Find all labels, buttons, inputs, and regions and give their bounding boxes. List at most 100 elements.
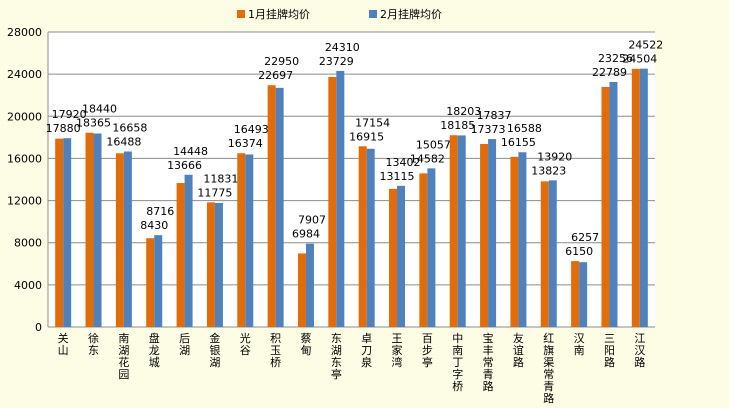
bar [449,135,458,327]
data-label: 18203 [446,105,481,118]
x-tick-label: 卓刀泉 [361,332,372,369]
x-tick-label: 红旗渠常青路 [543,332,554,404]
data-label: 16588 [507,122,542,135]
bar [457,135,466,327]
legend-swatch [369,10,377,18]
data-label: 17373 [471,123,506,136]
data-label: 13666 [167,159,202,172]
bar [237,153,246,327]
x-tick-label: 友谊路 [513,331,524,369]
data-label: 16155 [501,136,536,149]
data-label: 18440 [82,103,117,116]
data-label: 23256 [598,52,633,65]
y-tick-label: 24000 [7,68,42,81]
bar [206,202,215,327]
bar [214,202,223,327]
bar [518,152,527,327]
data-label: 13115 [380,170,415,183]
bar [305,243,314,327]
bar [123,151,132,327]
legend-label: 1月挂牌均价 [248,7,310,21]
bar [579,262,588,327]
y-tick-label: 20000 [7,110,42,123]
data-label: 11831 [203,172,238,185]
y-tick-label: 12000 [7,195,42,208]
plot-area [48,32,655,327]
x-tick-label: 王家湾 [392,332,403,369]
x-tick-label: 蔡甸 [300,332,311,357]
data-label: 17920 [52,108,87,121]
data-label: 13823 [531,164,566,177]
bar [328,76,337,327]
bar [488,139,497,327]
data-label: 22950 [264,55,299,68]
legend-swatch [237,10,245,18]
data-label: 23729 [319,55,354,68]
data-label: 8716 [146,205,174,218]
bar [63,138,72,327]
bar [146,238,155,327]
y-tick-label: 4000 [14,279,42,292]
bar [245,154,254,327]
data-label: 8430 [140,219,168,232]
bar [93,133,102,327]
data-label: 16493 [234,123,269,136]
data-label: 16374 [228,137,263,150]
x-tick-label: 宝丰常青路 [483,331,494,393]
bar [267,85,276,328]
x-tick-label: 南湖花园 [118,332,129,381]
data-label: 24310 [325,41,360,54]
data-label: 24522 [628,39,663,52]
x-tick-label: 徐东 [88,331,99,357]
bar [510,156,519,327]
y-tick-label: 28000 [7,26,42,39]
x-tick-label: 中南丁字桥 [452,332,463,393]
data-label: 6984 [292,228,320,241]
x-tick-label: 金银湖 [209,331,220,369]
x-tick-label: 后湖 [179,332,190,357]
bar [571,261,580,327]
data-label: 18185 [440,119,475,132]
bar [480,143,489,327]
data-label: 16658 [112,121,147,134]
data-label: 13402 [386,156,421,169]
data-label: 22789 [592,66,627,79]
data-label: 17154 [355,116,390,129]
legend-label: 2月挂牌均价 [380,7,442,21]
x-tick-label: 东湖东亭 [331,332,342,381]
bar [115,153,124,327]
bar [601,86,610,327]
bar [609,81,618,327]
x-tick-label: 三阳路 [604,332,615,369]
data-label: 11775 [197,186,232,199]
bar [85,132,94,327]
x-tick-label: 光谷 [240,331,251,357]
bar [631,68,640,327]
y-tick-label: 16000 [7,152,42,165]
bar [358,146,367,327]
x-tick-label: 盘龙城 [149,331,160,369]
data-label: 14448 [173,145,208,158]
data-label: 17837 [477,109,512,122]
data-label: 16488 [106,135,141,148]
y-tick-label: 8000 [14,237,42,250]
bar [389,188,398,327]
data-label: 16915 [349,130,384,143]
bar [366,148,375,327]
x-tick-label: 汉南 [574,332,585,357]
data-label: 15057 [416,138,451,151]
x-tick-label: 关山 [58,331,69,357]
bar [275,87,284,327]
bar [427,168,436,327]
bar [184,174,193,327]
data-label: 6150 [565,245,593,258]
bar [297,253,306,327]
bar [419,173,428,327]
data-label: 7907 [298,214,326,227]
bar [548,180,557,327]
bar [639,68,648,327]
bar [154,235,163,327]
data-label: 14582 [410,152,445,165]
data-label: 6257 [571,231,599,244]
